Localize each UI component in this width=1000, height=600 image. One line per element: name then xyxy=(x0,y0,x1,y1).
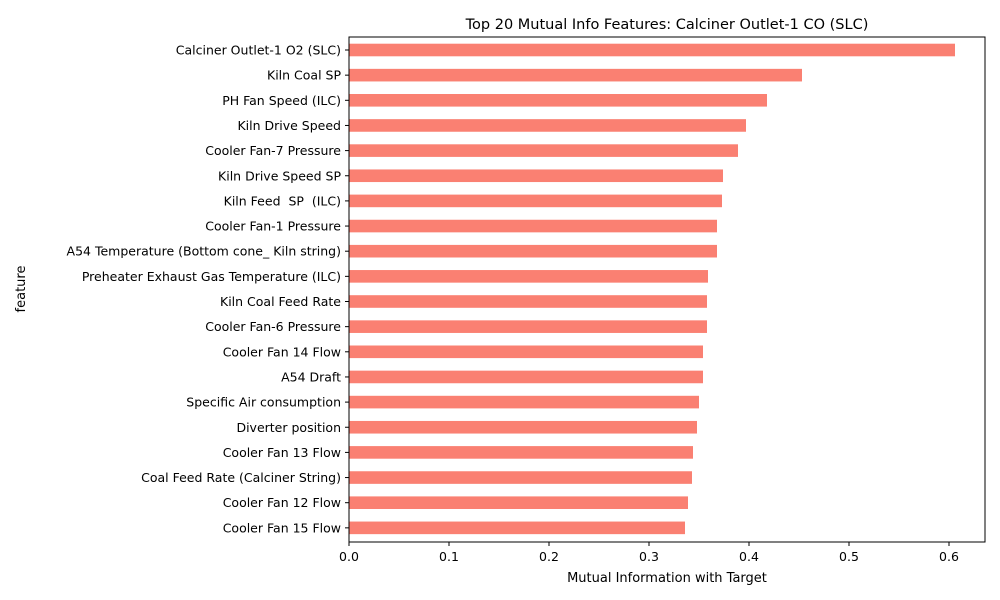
bar xyxy=(349,320,707,333)
y-tick-labels: Calciner Outlet-1 O2 (SLC) Kiln Coal SP PH… xyxy=(67,43,349,535)
bar xyxy=(349,521,685,535)
bar xyxy=(349,345,703,359)
y-tick-label: Cooler Fan 12 Flow xyxy=(223,495,341,510)
y-tick-label: Coal Feed Rate (Calciner String) xyxy=(141,470,341,485)
y-tick-label: Kiln Drive Speed xyxy=(237,118,341,133)
y-tick-label: Cooler Fan 14 Flow xyxy=(223,344,341,359)
x-tick-label: 0.4 xyxy=(739,549,759,564)
bar xyxy=(349,446,693,459)
bar xyxy=(349,395,699,409)
bar xyxy=(349,420,697,434)
bar xyxy=(349,119,746,132)
y-tick-label: A54 Draft xyxy=(281,369,341,384)
bar xyxy=(349,43,955,57)
plot-frame xyxy=(348,36,986,543)
bar xyxy=(349,169,723,183)
x-axis-label: Mutual Information with Target xyxy=(567,571,767,586)
bar xyxy=(349,244,717,258)
chart-title: Top 20 Mutual Info Features: Calciner Ou… xyxy=(465,17,869,33)
bar xyxy=(349,370,703,384)
y-tick-label: Cooler Fan-6 Pressure xyxy=(205,319,341,334)
x-tick-label: 0.1 xyxy=(439,549,459,564)
y-tick-label: Specific Air consumption xyxy=(186,395,341,410)
x-tick-label: 0.3 xyxy=(639,549,659,564)
y-tick-label: Calciner Outlet-1 O2 (SLC) xyxy=(176,43,341,58)
y-tick-label: Kiln Coal Feed Rate xyxy=(220,294,341,309)
y-tick-label: Cooler Fan-1 Pressure xyxy=(205,219,341,234)
bar xyxy=(349,496,688,509)
bars-group xyxy=(349,43,955,535)
bar xyxy=(349,194,722,208)
bar xyxy=(349,219,717,233)
x-tick-label: 0.0 xyxy=(339,549,359,564)
bar xyxy=(349,471,692,484)
y-tick-label: Cooler Fan-7 Pressure xyxy=(205,143,341,158)
y-tick-label: Kiln Coal SP xyxy=(267,68,341,83)
y-tick-label: Kiln Feed SP (ILC) xyxy=(224,193,341,208)
y-tick-label: Diverter position xyxy=(236,420,341,435)
x-tick-label: 0.6 xyxy=(939,549,959,564)
y-tick-label: PH Fan Speed (ILC) xyxy=(222,93,341,108)
y-tick-label: A54 Temperature (Bottom cone_ Kiln strin… xyxy=(67,244,341,259)
bar xyxy=(349,68,802,82)
y-tick-label: Cooler Fan 13 Flow xyxy=(223,445,341,460)
x-tick-label: 0.2 xyxy=(539,549,559,564)
bar xyxy=(349,144,738,157)
y-tick-label: Preheater Exhaust Gas Temperature (ILC) xyxy=(82,269,341,284)
y-tick-label: Kiln Drive Speed SP xyxy=(218,168,341,183)
bar xyxy=(349,94,767,107)
y-axis-label: feature xyxy=(14,266,29,313)
y-tick-label: Cooler Fan 15 Flow xyxy=(223,520,341,535)
x-tick-label: 0.5 xyxy=(839,549,859,564)
x-tick-labels: 0.0 0.1 0.2 0.3 0.4 0.5 0.6 xyxy=(339,542,959,564)
bar xyxy=(349,270,708,283)
bar xyxy=(349,295,707,308)
